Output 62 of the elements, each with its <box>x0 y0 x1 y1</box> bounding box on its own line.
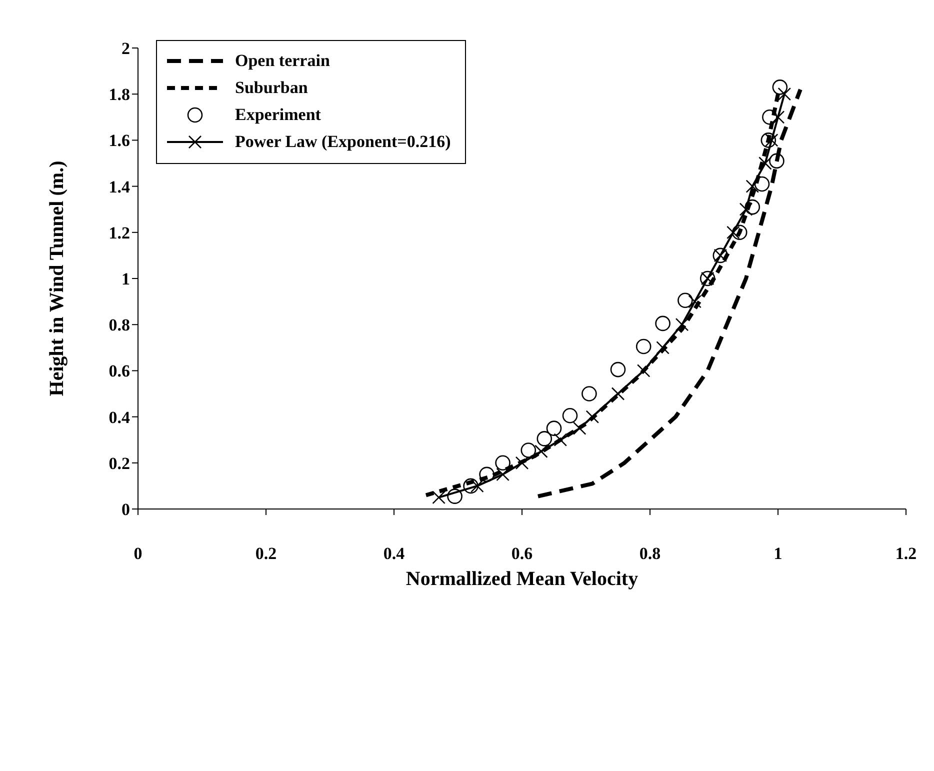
x-tick-label: 0.6 <box>511 544 533 564</box>
point <box>739 202 753 216</box>
point <box>562 408 578 424</box>
point <box>534 444 548 458</box>
point <box>744 199 760 215</box>
legend-label: Suburban <box>235 78 308 98</box>
legend-label: Experiment <box>235 104 321 124</box>
line-series <box>536 87 802 498</box>
point <box>572 422 586 435</box>
point <box>732 224 748 240</box>
point <box>463 478 478 494</box>
point <box>764 134 778 147</box>
point <box>769 153 784 169</box>
point <box>655 316 670 332</box>
point <box>678 292 693 308</box>
point <box>771 110 785 124</box>
point <box>479 466 494 482</box>
x-tick-label: 0.8 <box>639 544 661 564</box>
y-tick-label: 2 <box>122 39 130 58</box>
point <box>520 442 536 458</box>
y-tick-label: 0.8 <box>108 316 130 335</box>
y-tick-label: 1.4 <box>108 177 130 196</box>
y-tick-label: 0.4 <box>108 408 130 427</box>
point <box>554 433 568 446</box>
point <box>515 456 529 470</box>
point <box>636 338 652 354</box>
point <box>754 176 770 192</box>
point <box>496 468 510 482</box>
legend-label: Power Law (Exponent=0.216) <box>235 132 451 152</box>
y-tick-label: 0.6 <box>108 362 130 381</box>
x-tick-label: 0.2 <box>255 544 277 564</box>
point <box>582 386 597 402</box>
point <box>778 87 792 101</box>
point <box>675 318 689 332</box>
y-tick-label: 1 <box>122 270 130 289</box>
point <box>495 455 510 471</box>
point <box>758 156 772 170</box>
x-tick-label: 1 <box>774 544 782 564</box>
point <box>536 431 552 446</box>
point <box>610 362 626 378</box>
x-tick-label: 1.2 <box>895 544 917 564</box>
y-tick-label: 1.6 <box>108 131 130 150</box>
point <box>746 180 760 193</box>
y-tick-label: 0 <box>122 500 130 520</box>
y-tick-label: 1.8 <box>108 85 130 104</box>
point <box>447 488 462 504</box>
point <box>611 387 625 400</box>
point <box>760 132 776 148</box>
legend-label: Open terrain <box>235 50 330 70</box>
point <box>762 110 778 125</box>
x-tick-label: 0.4 <box>383 544 406 564</box>
point <box>772 80 788 95</box>
x-axis-title: Normallized Mean Velocity <box>406 568 638 590</box>
point <box>546 420 562 436</box>
point <box>432 490 446 504</box>
y-axis-title: Height in Wind Tunnel (m.) <box>46 160 68 396</box>
y-tick-label: 1.2 <box>108 223 130 242</box>
y-tick-label: 0.2 <box>108 454 130 473</box>
x-tick-label: 0 <box>134 544 142 564</box>
point <box>470 479 484 493</box>
point <box>688 294 702 308</box>
point <box>726 226 740 240</box>
